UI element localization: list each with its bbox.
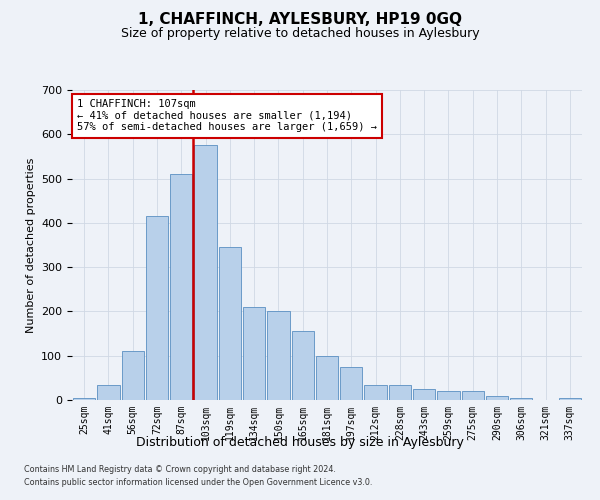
Bar xyxy=(194,146,217,400)
Bar xyxy=(218,247,241,400)
Bar xyxy=(267,312,290,400)
Y-axis label: Number of detached properties: Number of detached properties xyxy=(26,158,35,332)
Bar xyxy=(97,384,119,400)
Bar xyxy=(559,398,581,400)
Bar xyxy=(364,384,387,400)
Bar xyxy=(389,384,411,400)
Text: Distribution of detached houses by size in Aylesbury: Distribution of detached houses by size … xyxy=(136,436,464,449)
Bar xyxy=(146,216,168,400)
Bar xyxy=(316,356,338,400)
Bar xyxy=(437,391,460,400)
Bar xyxy=(73,398,95,400)
Text: Size of property relative to detached houses in Aylesbury: Size of property relative to detached ho… xyxy=(121,28,479,40)
Bar xyxy=(413,389,436,400)
Bar xyxy=(510,398,532,400)
Text: 1 CHAFFINCH: 107sqm
← 41% of detached houses are smaller (1,194)
57% of semi-det: 1 CHAFFINCH: 107sqm ← 41% of detached ho… xyxy=(77,100,377,132)
Bar xyxy=(461,391,484,400)
Text: 1, CHAFFINCH, AYLESBURY, HP19 0GQ: 1, CHAFFINCH, AYLESBURY, HP19 0GQ xyxy=(138,12,462,28)
Bar xyxy=(292,332,314,400)
Text: Contains public sector information licensed under the Open Government Licence v3: Contains public sector information licen… xyxy=(24,478,373,487)
Bar xyxy=(243,307,265,400)
Bar xyxy=(122,352,144,400)
Bar xyxy=(486,396,508,400)
Bar xyxy=(170,174,193,400)
Bar xyxy=(340,367,362,400)
Text: Contains HM Land Registry data © Crown copyright and database right 2024.: Contains HM Land Registry data © Crown c… xyxy=(24,466,336,474)
